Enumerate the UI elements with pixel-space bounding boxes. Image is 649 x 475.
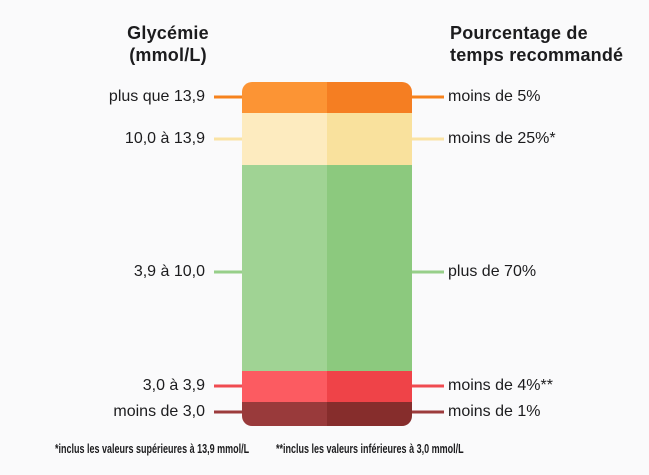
left-tick-low — [214, 384, 242, 388]
time-label-high: moins de 25%* — [448, 130, 556, 147]
range-column — [242, 82, 412, 426]
segment-right-half — [327, 402, 412, 426]
segment-left-half — [242, 402, 327, 426]
left-tick-very-low — [214, 410, 242, 414]
time-axis-title: Pourcentage de temps recommandé — [450, 22, 623, 66]
glycemia-axis-title-line2: (mmol/L) — [129, 45, 207, 65]
glycemia-label-very-high: plus que 13,9 — [108, 88, 205, 105]
time-label-very-low: moins de 1% — [448, 403, 541, 420]
right-tick-low — [412, 384, 444, 388]
segment-left-half — [242, 113, 327, 165]
glycemia-label-very-low: moins de 3,0 — [113, 403, 205, 420]
segment-right-half — [327, 113, 412, 165]
time-label-very-high: moins de 5% — [448, 88, 541, 105]
bar-segment-very-high — [242, 82, 412, 113]
glycemia-label-low: 3,0 à 3,9 — [142, 377, 205, 394]
footnote-high-values: *inclus les valeurs supérieures à 13,9 m… — [55, 442, 250, 456]
time-axis-title-line2: temps recommandé — [450, 45, 624, 65]
left-tick-high — [214, 137, 242, 141]
glycemia-label-target: 3,9 à 10,0 — [133, 263, 205, 280]
right-tick-very-low — [412, 410, 444, 414]
glycemia-axis-title: Glycémie (mmol/L) — [60, 22, 276, 66]
left-tick-very-high — [214, 95, 242, 99]
footnote-low-values: **inclus les valeurs inférieures à 3,0 m… — [276, 442, 464, 456]
time-label-low: moins de 4%** — [448, 377, 553, 394]
segment-left-half — [242, 371, 327, 402]
right-tick-target — [412, 270, 444, 274]
right-tick-very-high — [412, 95, 444, 99]
time-label-target: plus de 70% — [448, 263, 537, 280]
glycemia-label-high: 10,0 à 13,9 — [124, 130, 205, 147]
bar-segment-high — [242, 113, 412, 165]
bar-segment-very-low — [242, 402, 412, 426]
segment-left-half — [242, 82, 327, 113]
bar-segment-target — [242, 165, 412, 371]
right-tick-high — [412, 137, 444, 141]
left-tick-target — [214, 270, 242, 274]
bar-segment-low — [242, 371, 412, 402]
segment-right-half — [327, 165, 412, 371]
glycemia-axis-title-line1: Glycémie — [127, 23, 209, 43]
segment-right-half — [327, 82, 412, 113]
segment-left-half — [242, 165, 327, 371]
time-axis-title-line1: Pourcentage de — [450, 23, 588, 43]
segment-right-half — [327, 371, 412, 402]
